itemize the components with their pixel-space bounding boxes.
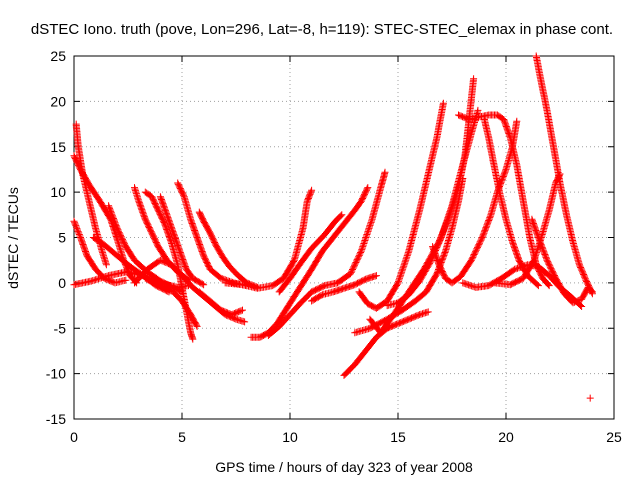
series-arc-06 [105, 202, 186, 296]
x-tick-label: 15 [390, 429, 406, 445]
y-tick-label: -10 [46, 366, 66, 382]
y-tick-label: 20 [50, 93, 66, 109]
series-arc-14 [195, 288, 246, 319]
y-tick-label: 25 [50, 48, 66, 64]
x-tick-label: 0 [70, 429, 78, 445]
series-arc-18 [264, 168, 389, 339]
series-markers [195, 288, 246, 319]
y-tick-labels: -15 -10 -5 0 5 10 15 20 25 [46, 48, 66, 427]
y-tick-label: 5 [58, 230, 66, 246]
series-arc-28 [532, 52, 596, 298]
series-outlier [586, 394, 594, 402]
x-axis-label: GPS time / hours of day 323 of year 2008 [215, 459, 473, 475]
y-axis-label: dSTEC / TECUs [5, 187, 21, 289]
series-arc-15 [221, 186, 316, 292]
y-tick-label: 10 [50, 184, 66, 200]
series-arc-10 [174, 179, 251, 290]
series-arc-17 [275, 211, 346, 296]
y-tick-label: -15 [46, 411, 66, 427]
series-markers [72, 120, 110, 269]
y-tick-label: 15 [50, 139, 66, 155]
y-tick-label: 0 [58, 275, 66, 291]
series-markers [532, 52, 596, 298]
chart-title: dSTEC Iono. truth (pove, Lon=296, Lat=-8… [31, 21, 613, 38]
x-tick-label: 5 [178, 429, 186, 445]
x-tick-label: 25 [606, 429, 622, 445]
data-series [70, 52, 596, 402]
series-arc-09 [156, 193, 208, 289]
series-markers [264, 168, 389, 339]
x-tick-label: 20 [498, 429, 514, 445]
series-markers [275, 211, 346, 296]
series-arc-19 [308, 272, 380, 305]
axis-ticks [73, 55, 615, 420]
series-markers [586, 394, 594, 402]
series-arc-21 [355, 99, 447, 312]
series-arc-02 [72, 120, 110, 269]
grid [74, 56, 614, 419]
series-markers [156, 193, 208, 289]
series-arc-13 [141, 274, 201, 330]
series-markers [105, 202, 186, 296]
series-markers [141, 274, 201, 330]
series-markers [459, 261, 586, 310]
series-markers [221, 186, 316, 292]
series-markers [355, 99, 447, 312]
series-markers [308, 272, 380, 305]
x-tick-labels: 0 5 10 15 20 25 [70, 429, 622, 445]
series-arc-31 [459, 261, 586, 310]
y-tick-label: -5 [54, 320, 67, 336]
series-markers [174, 179, 251, 290]
x-tick-label: 10 [282, 429, 298, 445]
